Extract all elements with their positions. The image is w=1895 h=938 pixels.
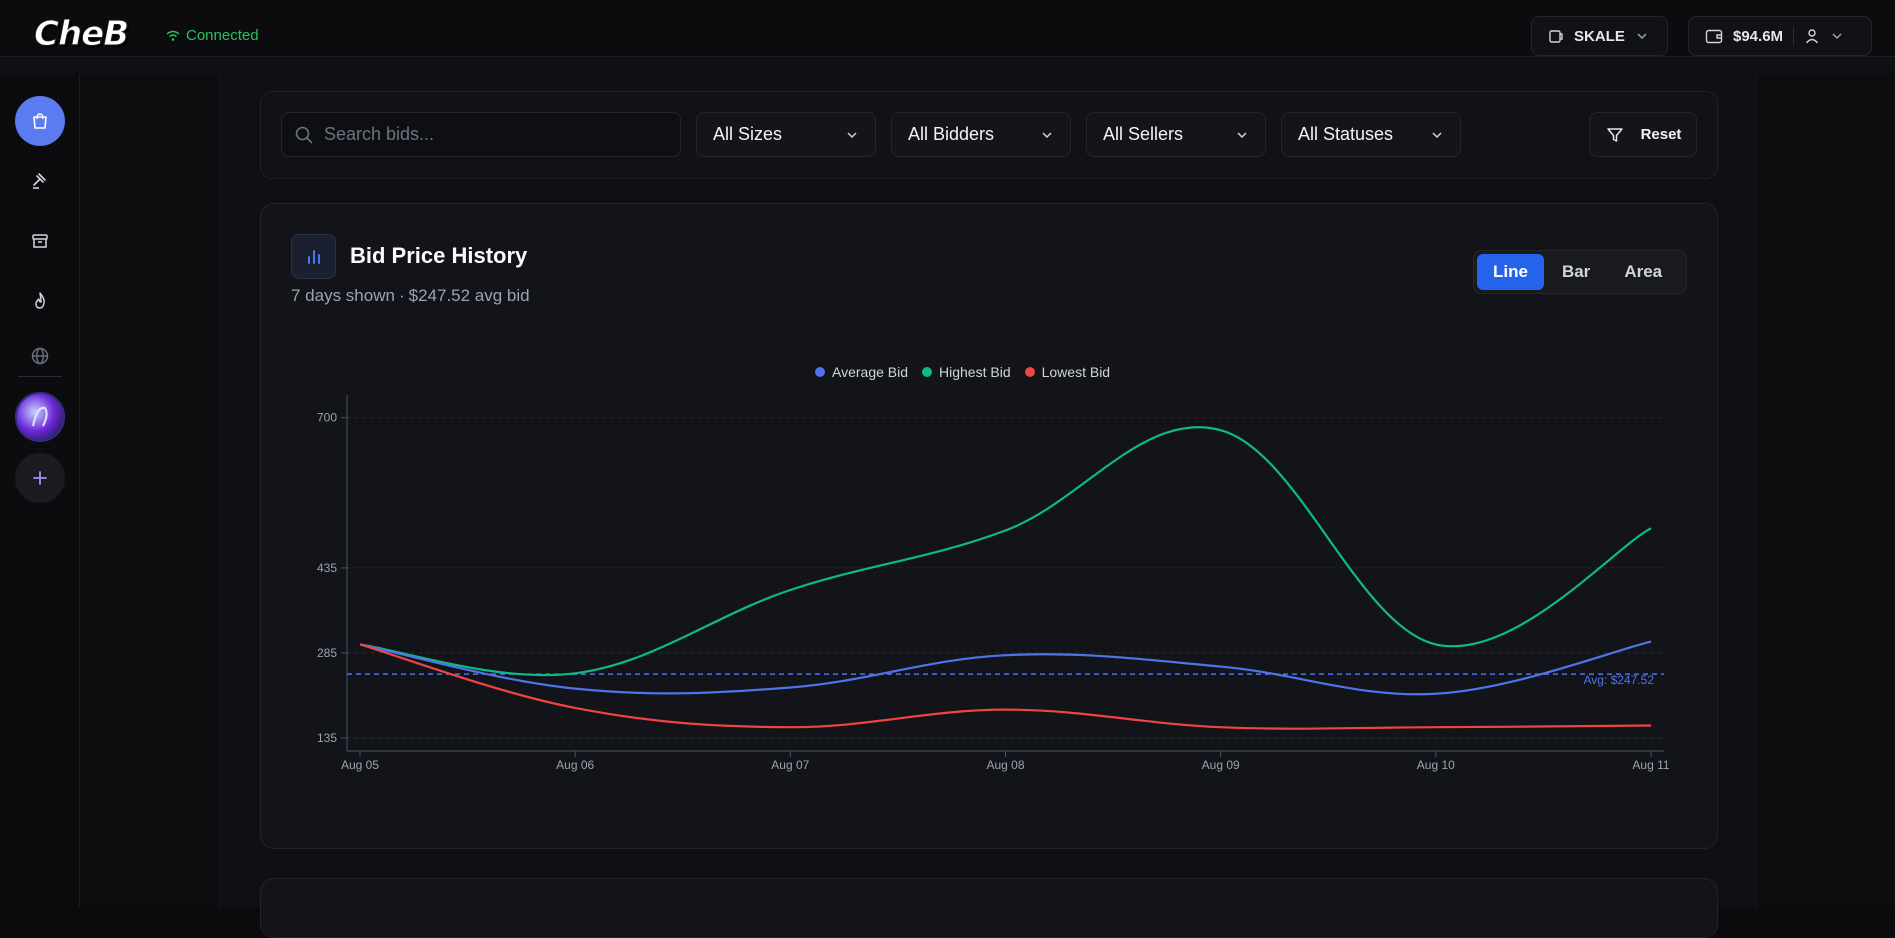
search-input[interactable] <box>324 124 664 145</box>
legend-lowest-bid[interactable]: Lowest Bid <box>1024 364 1111 380</box>
chevron-down-icon <box>1432 131 1442 138</box>
shopping-bag-icon <box>33 113 47 129</box>
x-tick-label: Aug 08 <box>986 758 1024 772</box>
avg-bid-summary: $247.52 avg bid <box>408 286 530 305</box>
bid-price-history-card <box>260 203 1718 849</box>
wifi-icon <box>166 30 180 41</box>
x-tick-label: Aug 06 <box>556 758 594 772</box>
user-icon <box>1805 29 1819 44</box>
x-tick-label: Aug 07 <box>771 758 809 772</box>
sizes-select-label: All Sizes <box>713 124 783 144</box>
legend-label-highest: Highest Bid <box>939 364 1011 380</box>
statuses-select-label: All Statuses <box>1298 124 1394 144</box>
wallet-network-icon <box>1549 30 1563 43</box>
legend-highest-bid[interactable]: Highest Bid <box>922 364 1011 380</box>
y-tick-label: 435 <box>317 561 337 575</box>
globe-icon <box>31 347 49 365</box>
sidebar-item-archive[interactable] <box>15 216 65 266</box>
reset-button[interactable]: Reset <box>1589 112 1697 157</box>
legend-label-lowest: Lowest Bid <box>1041 364 1111 380</box>
x-tick-label: Aug 05 <box>341 758 379 772</box>
gavel-icon <box>33 173 46 189</box>
chevron-down-icon <box>1637 33 1647 40</box>
y-tick-label: 285 <box>317 646 337 660</box>
search-field[interactable] <box>281 112 681 157</box>
sidebar-divider <box>18 376 62 377</box>
chart-title: Bid Price History <box>350 243 528 268</box>
balance-label: $94.6M <box>1733 27 1784 45</box>
subtitle-separator: · <box>398 286 405 305</box>
network-selector[interactable]: SKALE <box>1531 16 1668 56</box>
chevron-down-icon <box>1237 131 1247 138</box>
sizes-select[interactable]: All Sizes <box>696 112 876 157</box>
chart-type-bar[interactable]: Bar <box>1561 262 1591 281</box>
bidders-select[interactable]: All Bidders <box>891 112 1071 157</box>
sidebar-item-explore[interactable] <box>15 331 65 381</box>
connection-label: Connected <box>186 27 259 44</box>
sellers-select-label: All Sellers <box>1103 124 1184 144</box>
statuses-select[interactable]: All Statuses <box>1281 112 1461 157</box>
sidebar-item-bag[interactable] <box>15 96 65 146</box>
sidebar <box>0 74 80 907</box>
y-tick-label: 135 <box>317 731 337 745</box>
bidders-select-label: All Bidders <box>908 124 995 144</box>
x-tick-label: Aug 09 <box>1202 758 1240 772</box>
sidebar-item-collection-avatar[interactable] <box>15 392 65 442</box>
app-logo[interactable]: CheB <box>33 14 129 55</box>
right-gutter <box>1757 74 1895 907</box>
x-tick-label: Aug 11 <box>1632 758 1669 772</box>
left-gutter <box>80 74 219 907</box>
chart-type-area[interactable]: Area <box>1624 262 1663 281</box>
y-tick-label: 700 <box>317 411 337 425</box>
x-tick-label: Aug 10 <box>1417 758 1455 772</box>
legend-dot-average <box>815 367 825 377</box>
top-bar-strip <box>0 57 1895 74</box>
sidebar-add-button[interactable] <box>15 453 65 503</box>
chevron-down-icon <box>1832 33 1842 40</box>
legend-label-average: Average Bid <box>832 364 909 380</box>
archive-icon <box>32 234 48 248</box>
wallet-icon <box>1705 29 1723 44</box>
chart-type-line[interactable]: Line <box>1477 254 1544 290</box>
sidebar-item-auction[interactable] <box>15 156 65 206</box>
filter-icon <box>1606 127 1623 142</box>
search-icon <box>295 126 313 143</box>
legend-average-bid[interactable]: Average Bid <box>815 364 908 380</box>
connection-status: Connected <box>166 27 259 44</box>
chart-type-toggle: Line Bar Area <box>1473 250 1687 294</box>
chevron-down-icon <box>847 131 857 138</box>
bid-price-chart: 135 285 435 700 Aug 05 Aug 06 Aug 07 Aug 08 Aug … <box>317 395 1670 772</box>
sellers-select[interactable]: All Sellers <box>1086 112 1266 157</box>
series-line-average-bid <box>359 640 1652 696</box>
bar-chart-icon <box>307 249 320 264</box>
divider <box>1793 26 1795 46</box>
chart-icon-box <box>291 234 336 279</box>
account-menu[interactable]: $94.6M <box>1688 16 1872 56</box>
collection-avatar-icon <box>15 392 65 442</box>
network-label: SKALE <box>1574 27 1625 45</box>
sidebar-item-trending[interactable] <box>15 276 65 326</box>
legend-dot-lowest <box>1024 367 1035 377</box>
chart-subtitle: 7 days shown · $247.52 avg bid <box>291 286 530 306</box>
reset-label: Reset <box>1640 126 1682 143</box>
chart-legend: Average Bid Highest Bid Lowest Bid <box>815 364 1110 380</box>
legend-dot-highest <box>922 367 933 377</box>
chevron-down-icon <box>1042 131 1052 138</box>
series-line-highest-bid <box>359 426 1652 677</box>
flame-icon <box>35 292 45 309</box>
series-line-lowest-bid <box>359 643 1652 730</box>
days-shown: 7 days shown <box>291 286 395 305</box>
average-reference-label: Avg: $247.52 <box>1583 673 1654 687</box>
plus-icon <box>33 471 47 485</box>
